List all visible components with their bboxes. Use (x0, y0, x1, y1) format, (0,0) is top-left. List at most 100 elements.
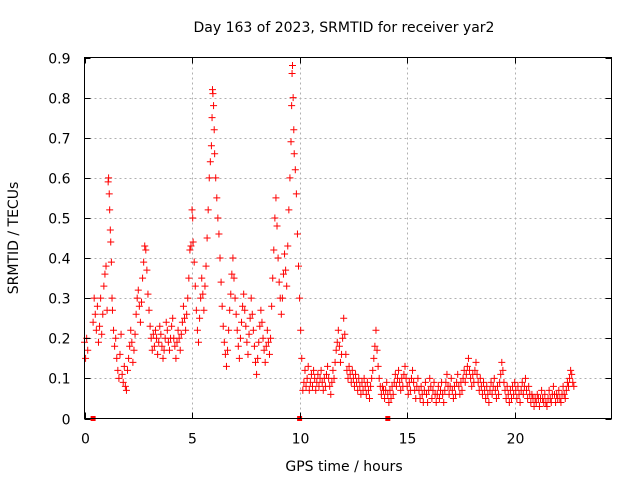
data-point (172, 354, 180, 362)
data-point (403, 382, 411, 390)
data-point (289, 62, 297, 70)
data-point (107, 258, 115, 266)
data-point (562, 386, 570, 394)
chart-title: Day 163 of 2023, SRMTID for receiver yar… (194, 20, 495, 36)
data-point (424, 398, 432, 406)
data-point (340, 314, 348, 322)
data-point (111, 342, 119, 350)
data-point (488, 390, 496, 398)
data-point (149, 330, 157, 338)
data-point (119, 378, 127, 386)
data-point (334, 326, 342, 334)
data-point (427, 382, 435, 390)
data-point (239, 302, 247, 310)
data-point (397, 386, 405, 394)
data-point (303, 374, 311, 382)
data-point (210, 126, 218, 134)
data-point (383, 378, 391, 386)
data-point (333, 338, 341, 346)
data-point (144, 290, 152, 298)
data-point (183, 310, 191, 318)
data-point (286, 174, 294, 182)
data-point (370, 354, 378, 362)
data-point (164, 338, 172, 346)
data-point (560, 390, 568, 398)
data-point (543, 402, 551, 410)
data-point (146, 322, 154, 330)
data-point (449, 394, 457, 402)
data-point (250, 342, 258, 350)
data-point (98, 330, 106, 338)
data-point (305, 386, 313, 394)
data-point (196, 314, 204, 322)
data-point (290, 150, 298, 158)
data-point (368, 374, 376, 382)
data-point (461, 378, 469, 386)
data-point (117, 330, 125, 338)
y-tick-label: 0.8 (48, 92, 70, 108)
data-point (386, 386, 394, 394)
data-point (557, 398, 565, 406)
x-tick-label: 15 (399, 432, 417, 448)
data-point (306, 378, 314, 386)
data-point (568, 370, 576, 378)
data-point (279, 270, 287, 278)
x-tick-labels: 0 5 10 15 20 (81, 432, 524, 448)
data-point (84, 346, 92, 354)
data-point (417, 382, 425, 390)
data-point (115, 374, 123, 382)
data-point (569, 378, 577, 386)
data-point (106, 226, 114, 234)
data-point (169, 314, 177, 322)
y-tick-label: 0.9 (48, 52, 70, 68)
x-tick-label: 10 (292, 432, 310, 448)
data-point (210, 102, 218, 110)
data-point (264, 338, 272, 346)
x-tick-label: 20 (507, 432, 525, 448)
data-point (202, 262, 210, 270)
data-point (322, 370, 330, 378)
data-point (289, 94, 297, 102)
data-point (219, 322, 227, 330)
data-point (352, 370, 360, 378)
data-point (229, 254, 237, 262)
data-point (318, 378, 326, 386)
data-point (567, 366, 575, 374)
data-point (185, 274, 193, 282)
data-point (107, 238, 115, 246)
data-point (195, 338, 203, 346)
data-point (441, 386, 449, 394)
data-point (206, 158, 214, 166)
data-point (148, 346, 156, 354)
data-point (447, 374, 455, 382)
data-point (176, 346, 184, 354)
data-point (525, 382, 533, 390)
data-point (299, 386, 307, 394)
data-point (220, 338, 228, 346)
data-point (186, 246, 194, 254)
plot-frame (84, 57, 612, 419)
data-point (317, 366, 325, 374)
data-point (462, 370, 470, 378)
data-point (497, 370, 505, 378)
data-point (97, 294, 105, 302)
data-point (288, 70, 296, 78)
data-point (228, 270, 236, 278)
data-point (105, 190, 113, 198)
data-point (141, 242, 149, 250)
data-point (335, 342, 343, 350)
data-point (492, 394, 500, 402)
x-tick-label: 5 (188, 432, 197, 448)
y-tick-label: 0.7 (48, 132, 70, 148)
data-point (208, 114, 216, 122)
data-point (434, 382, 442, 390)
data-point (285, 206, 293, 214)
data-point (243, 338, 251, 346)
y-tick-label: 0.6 (48, 172, 70, 188)
y-tick-labels: 0 0.1 0.2 0.3 0.4 0.5 0.6 0.7 0.8 0.9 (48, 52, 70, 429)
data-point (366, 394, 374, 402)
data-point (189, 238, 197, 246)
data-point (215, 230, 223, 238)
data-point (400, 370, 408, 378)
